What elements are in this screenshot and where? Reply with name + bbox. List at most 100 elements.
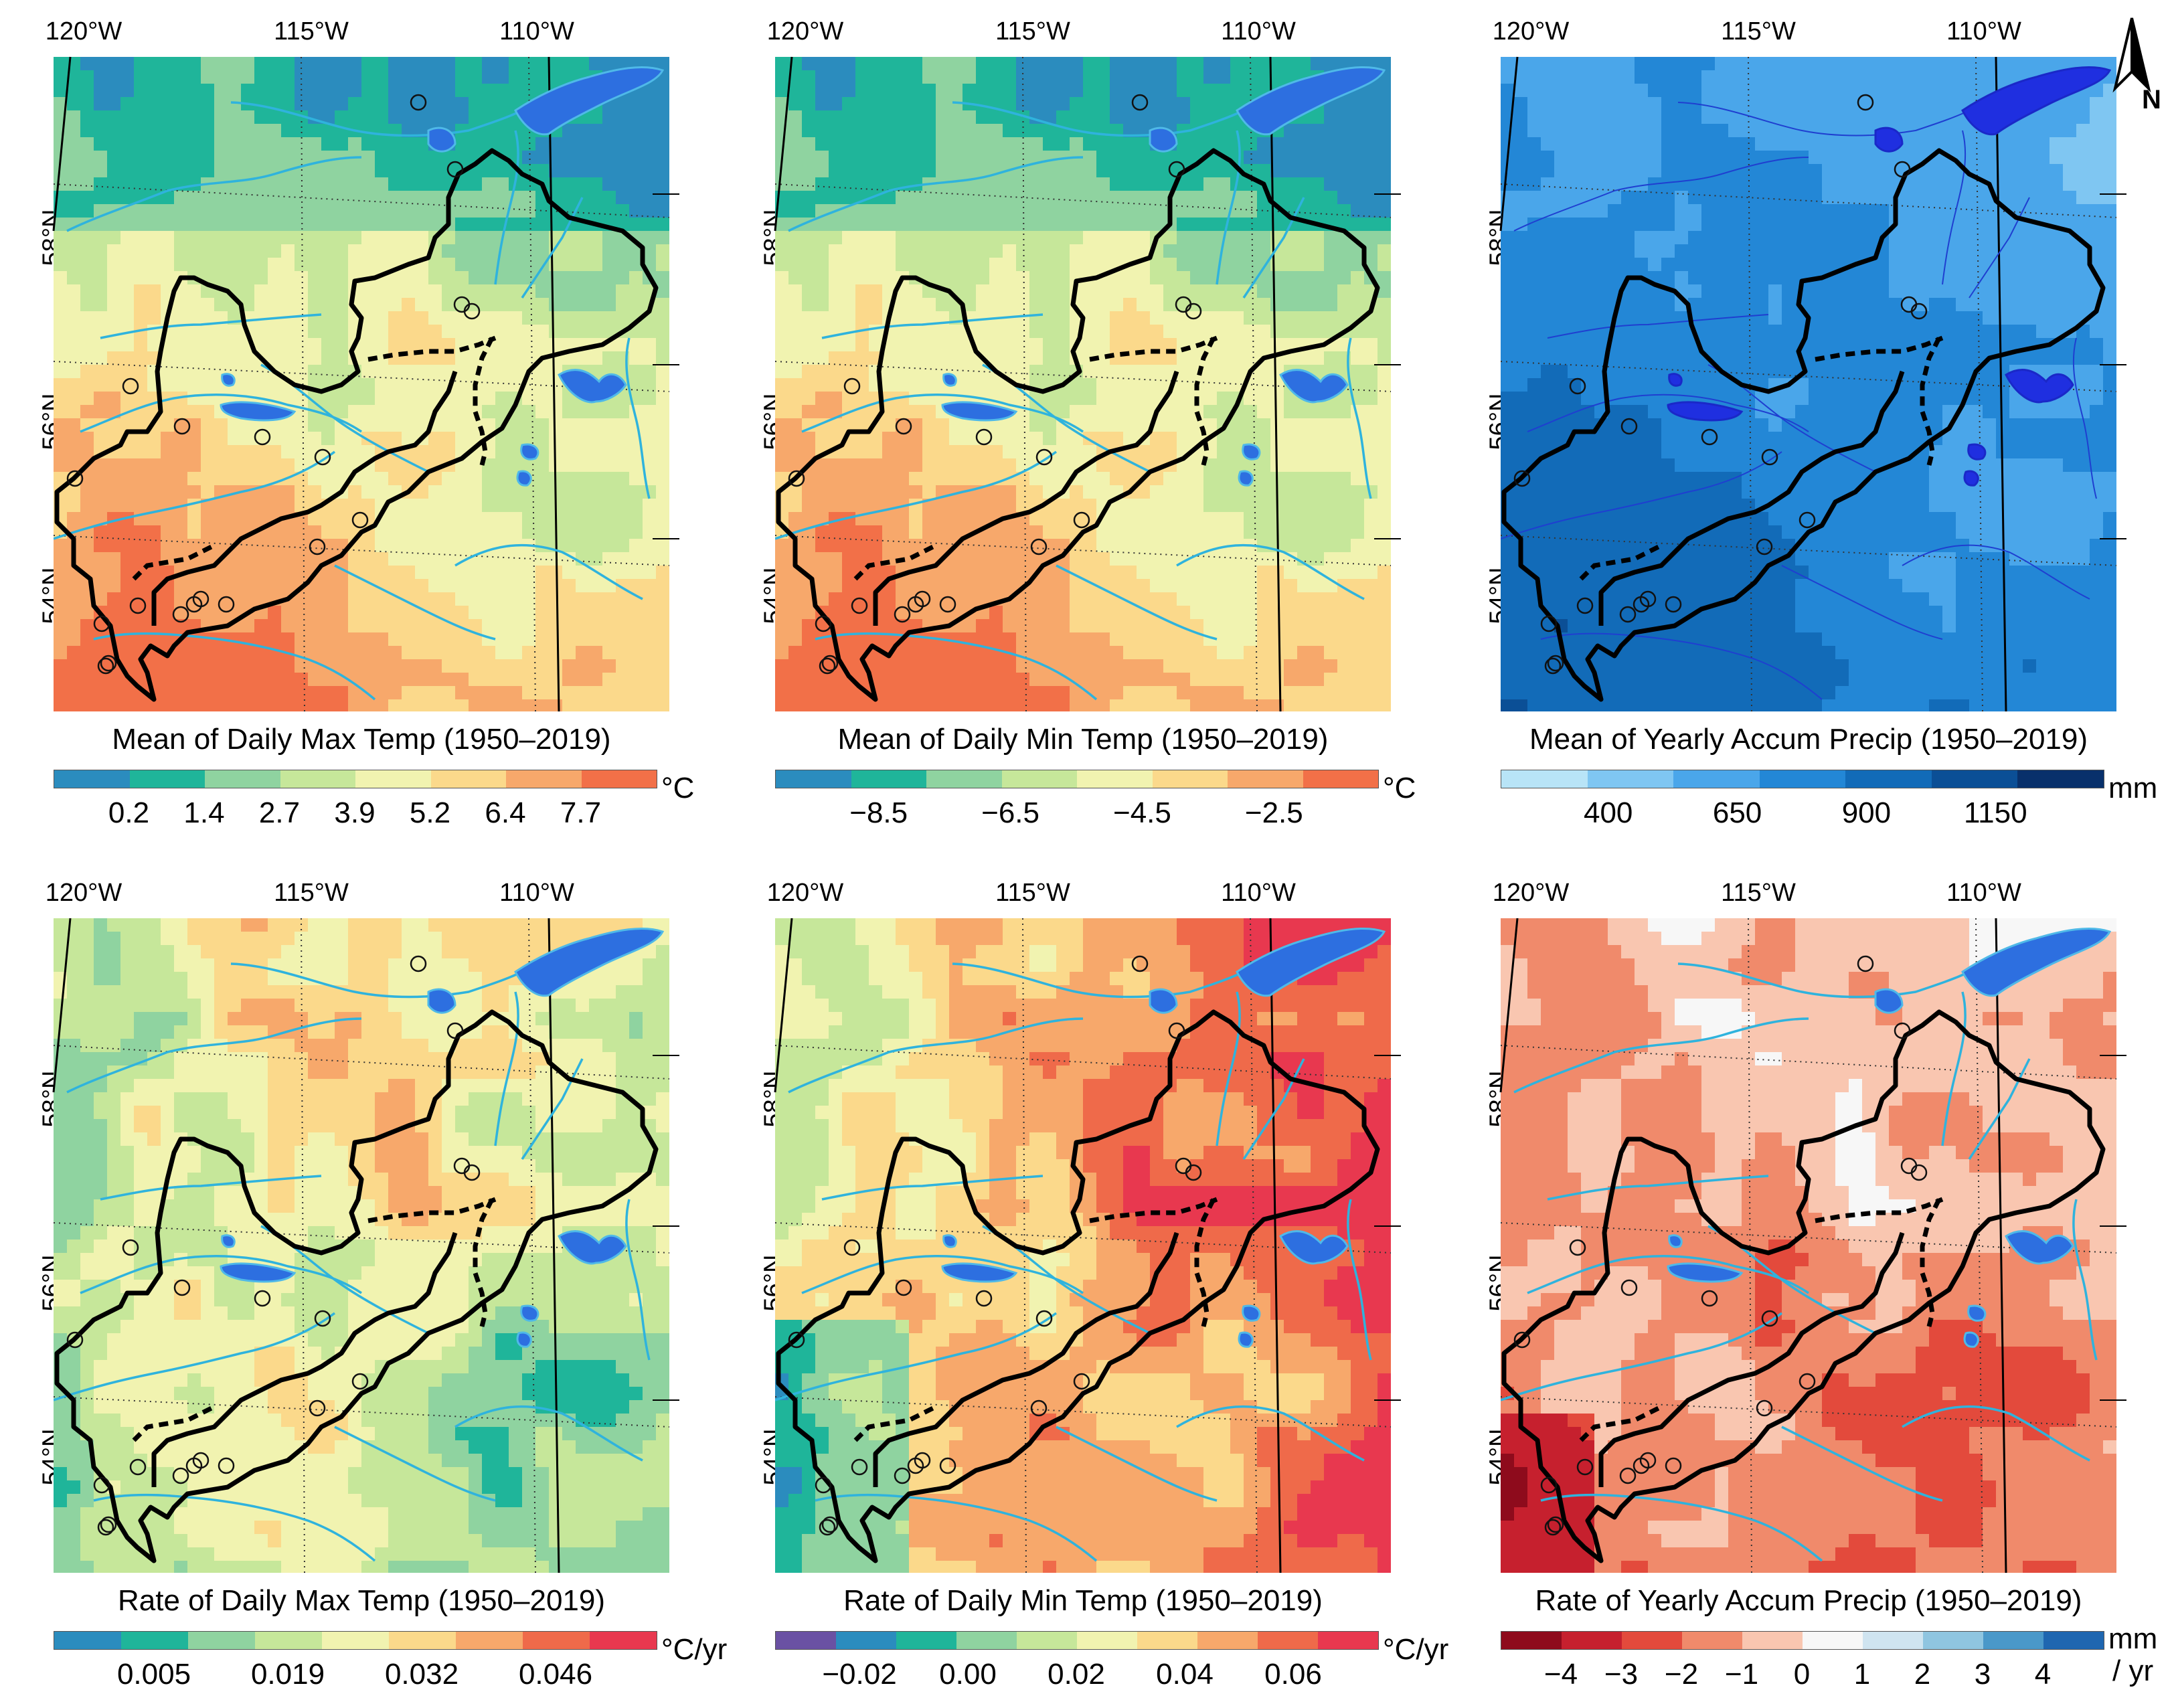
river-line (1513, 157, 1809, 232)
river-line (80, 1255, 362, 1294)
longitude-label: 115°W (274, 17, 349, 46)
lakes (941, 928, 1386, 1348)
panel-title: Mean of Daily Max Temp (1950–2019) (112, 723, 611, 756)
river-line (230, 962, 523, 999)
station-marker (788, 1331, 805, 1349)
colorbar (54, 770, 657, 788)
lake-shape (942, 373, 957, 387)
station-marker (309, 538, 326, 556)
meridian-line (774, 918, 793, 1093)
river-line (775, 1312, 1058, 1401)
lake-shape (221, 373, 236, 387)
river-line (1242, 197, 1305, 298)
lake-shape (2005, 369, 2074, 404)
colorbar-tick-label: 900 (1841, 796, 1892, 829)
longitude-label: 110°W (1221, 17, 1296, 46)
colorbar-tick-label: 0 (1793, 1658, 1811, 1691)
lakes (220, 928, 665, 1348)
station-marker (309, 1399, 326, 1417)
station-marker (894, 606, 911, 623)
station-marker (1030, 1399, 1048, 1417)
station-marker (97, 1519, 114, 1536)
river-line (230, 101, 523, 137)
longitude-label: 120°W (1492, 879, 1570, 907)
lake-shape (1279, 1230, 1349, 1265)
lake-shape (1149, 988, 1178, 1014)
station-marker (939, 1457, 956, 1474)
river-line (801, 394, 1084, 433)
station-marker (463, 1164, 481, 1181)
longitude-label: 110°W (1946, 879, 2021, 907)
map-canvas (774, 918, 1401, 1573)
north-arrow-icon (2112, 17, 2151, 93)
lake-shape (1667, 401, 1744, 422)
river-line (625, 337, 651, 499)
colorbar-tick-label: −0.02 (822, 1658, 897, 1691)
station-marker (172, 606, 189, 623)
river-line (1176, 543, 1365, 600)
river-line (2072, 1199, 2098, 1361)
dashed-boundary (367, 335, 497, 362)
river-line (334, 1426, 496, 1502)
dashed-boundary (1579, 543, 1663, 581)
colorbar-swatch (280, 770, 355, 788)
station-marker (1569, 1239, 1586, 1256)
longitude-label: 120°W (45, 17, 122, 46)
lake-shape (1236, 66, 1386, 136)
basin-boundary (776, 1009, 1380, 1563)
station-marker (100, 655, 117, 672)
station-marker (254, 1290, 271, 1307)
dashed-boundary (1579, 1404, 1663, 1442)
dashed-boundary (1815, 1197, 1944, 1223)
lake-shape (1238, 1331, 1254, 1348)
station-marker (314, 448, 331, 466)
colorbar-unit: mm (2108, 772, 2158, 804)
colorbar-tick-label: −1 (1724, 1658, 1759, 1691)
station-marker (1639, 1452, 1657, 1469)
station-marker (819, 657, 836, 675)
river-line (521, 1058, 584, 1160)
basin-boundary (1501, 148, 2106, 702)
river-line (334, 564, 496, 640)
station-marker (1756, 1399, 1773, 1417)
station-marker (895, 418, 912, 435)
station-marker (100, 1516, 117, 1533)
river-line (1347, 1199, 1372, 1361)
station-marker (1756, 538, 1773, 556)
river-line (1902, 544, 2090, 600)
station-marker (1576, 597, 1594, 614)
station-marker (446, 161, 464, 178)
station-marker (1894, 1022, 1911, 1039)
river-line (1942, 130, 1967, 285)
station-marker (819, 1519, 836, 1536)
river-line (952, 101, 1244, 137)
river-line (1540, 1493, 1823, 1562)
colorbar-tick-label: 2.7 (258, 796, 301, 829)
river-line (1677, 102, 1970, 137)
lake-shape (558, 369, 627, 404)
river-line (821, 313, 1043, 339)
river-line (788, 1017, 1084, 1094)
colorbar-swatch (776, 770, 851, 788)
lakes (1667, 66, 2112, 487)
station-marker (314, 1310, 331, 1327)
rivers (1501, 962, 2098, 1562)
station-marker (1540, 1476, 1558, 1494)
river-line (1527, 1255, 1809, 1294)
station-marker (1857, 94, 1874, 111)
colorbar-tick-label: 7.7 (560, 796, 602, 829)
colorbar-unit: °C/yr (1383, 1633, 1449, 1666)
lake-shape (1961, 928, 2112, 997)
colorbar-swatch (1152, 770, 1228, 788)
river-line (788, 156, 1084, 232)
river-line (1781, 565, 1943, 640)
map-canvas (774, 56, 1401, 712)
river-line (494, 991, 519, 1146)
station-marker (192, 1452, 210, 1469)
colorbar-tick-label: 1 (1853, 1658, 1871, 1691)
river-line (1216, 130, 1241, 285)
river-line (1547, 314, 1769, 339)
colorbar-swatch (926, 770, 1002, 788)
river-line (93, 632, 376, 701)
colorbar-tick-label: 3.9 (334, 796, 375, 829)
